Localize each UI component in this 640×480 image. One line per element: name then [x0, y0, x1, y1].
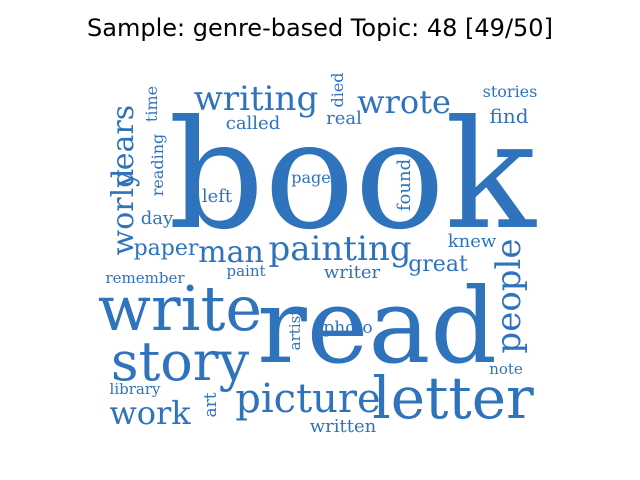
word-died: died — [328, 72, 347, 107]
word-left: left — [202, 186, 233, 207]
word-page: page — [291, 168, 331, 187]
word-writing: writing — [194, 79, 318, 119]
word-world: world — [106, 169, 141, 256]
word-note: note — [489, 360, 523, 378]
word-remember: remember — [105, 269, 185, 287]
word-library: library — [110, 380, 161, 398]
word-letter: letter — [372, 364, 534, 432]
word-photo: photo — [323, 318, 372, 338]
word-book: book — [168, 89, 537, 263]
word-stories: stories — [483, 82, 538, 101]
word-story: story — [111, 330, 250, 393]
word-time: time — [142, 86, 161, 122]
word-wrote: wrote — [357, 83, 451, 121]
figure-title: Sample: genre-based Topic: 48 [49/50] — [87, 14, 553, 42]
word-read: read — [257, 265, 497, 387]
word-paint: paint — [226, 262, 265, 280]
word-painting: painting — [268, 229, 411, 269]
word-years: years — [106, 105, 141, 188]
word-write: write — [98, 272, 262, 345]
word-real: real — [326, 108, 362, 129]
word-called: called — [226, 113, 281, 134]
word-find: find — [489, 104, 528, 128]
word-picture: picture — [235, 376, 380, 422]
word-written: written — [310, 416, 377, 437]
word-man: man — [198, 235, 264, 270]
word-day: day — [141, 208, 174, 229]
word-found: found — [394, 159, 415, 211]
word-people: people — [489, 238, 529, 353]
word-great: great — [408, 252, 468, 277]
word-paper: paper — [134, 236, 199, 261]
word-reading: reading — [148, 134, 167, 197]
word-knew: knew — [448, 231, 497, 252]
word-artist: artist — [286, 310, 304, 351]
word-work: work — [109, 394, 191, 432]
word-art: art — [201, 392, 221, 417]
word-writer: writer — [324, 262, 381, 283]
